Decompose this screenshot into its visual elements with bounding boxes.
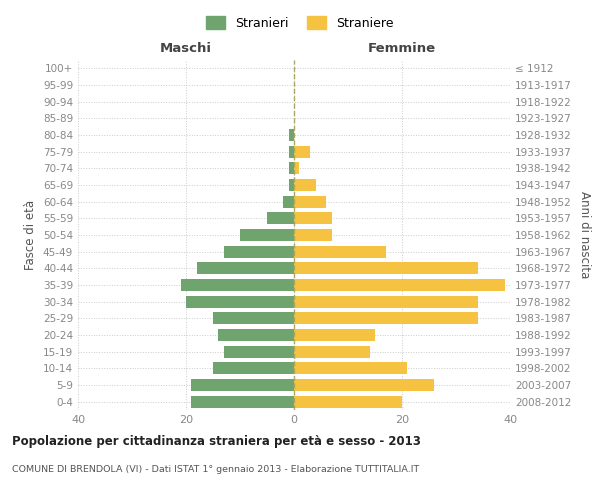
Bar — [267, 212, 294, 224]
Bar — [294, 296, 478, 308]
Text: COMUNE DI BRENDOLA (VI) - Dati ISTAT 1° gennaio 2013 - Elaborazione TUTTITALIA.I: COMUNE DI BRENDOLA (VI) - Dati ISTAT 1° … — [12, 465, 419, 474]
Bar — [224, 346, 294, 358]
Bar — [240, 229, 294, 241]
Text: Femmine: Femmine — [368, 42, 436, 55]
Bar — [294, 362, 407, 374]
Bar — [224, 246, 294, 258]
Bar — [191, 379, 294, 391]
Y-axis label: Anni di nascita: Anni di nascita — [578, 192, 591, 278]
Bar — [294, 379, 434, 391]
Bar — [294, 196, 326, 207]
Bar — [213, 312, 294, 324]
Bar — [289, 162, 294, 174]
Bar — [294, 146, 310, 158]
Bar — [294, 246, 386, 258]
Bar — [218, 329, 294, 341]
Bar — [289, 146, 294, 158]
Bar — [294, 229, 332, 241]
Bar — [289, 129, 294, 141]
Bar — [294, 346, 370, 358]
Y-axis label: Fasce di età: Fasce di età — [25, 200, 37, 270]
Bar — [294, 179, 316, 191]
Bar — [289, 179, 294, 191]
Bar — [283, 196, 294, 207]
Bar — [294, 279, 505, 291]
Bar — [197, 262, 294, 274]
Bar — [213, 362, 294, 374]
Bar — [294, 162, 299, 174]
Bar — [191, 396, 294, 407]
Bar — [294, 396, 402, 407]
Bar — [181, 279, 294, 291]
Bar — [294, 212, 332, 224]
Legend: Stranieri, Straniere: Stranieri, Straniere — [202, 11, 398, 35]
Bar — [294, 262, 478, 274]
Bar — [186, 296, 294, 308]
Text: Maschi: Maschi — [160, 42, 212, 55]
Text: Popolazione per cittadinanza straniera per età e sesso - 2013: Popolazione per cittadinanza straniera p… — [12, 435, 421, 448]
Bar — [294, 312, 478, 324]
Bar — [294, 329, 375, 341]
